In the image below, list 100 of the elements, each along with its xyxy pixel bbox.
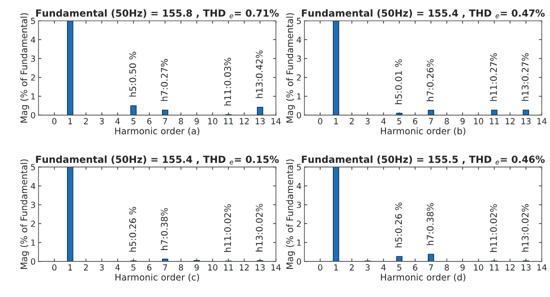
x-tick-label: 6 — [147, 264, 152, 271]
x-tick-label: 5 — [397, 118, 402, 124]
x-tick-label: 2 — [84, 264, 88, 270]
x-tick-label: 1 — [68, 118, 72, 124]
y-tick-label: 5 — [296, 164, 301, 170]
x-tick-label: 11 — [490, 118, 499, 124]
x-tick-label: 13 — [522, 118, 531, 124]
y-axis-title: Mag (% of Fundamental) — [20, 13, 30, 123]
annotation: h13:0.02% — [256, 204, 263, 252]
x-tick-label: 0 — [318, 118, 322, 124]
x-tick-label: 14 — [271, 264, 281, 270]
x-tick-label: 4 — [115, 264, 120, 270]
x-tick-label: 10 — [474, 118, 484, 124]
y-tick-label: 2 — [296, 74, 301, 81]
x-tick-label: 3 — [366, 264, 370, 271]
annotation: h5:0.26 % — [129, 206, 136, 252]
y-tick-label: 4 — [30, 182, 36, 190]
annotation: h5:0.50 % — [129, 52, 136, 97]
x-tick-label: 6 — [147, 118, 152, 124]
x-tick-label: 2 — [350, 264, 354, 270]
x-tick-label: 2 — [84, 118, 88, 124]
x-tick-label: 9 — [194, 118, 199, 124]
x-tick-label: 3 — [100, 118, 104, 124]
y-tick-label: 5 — [31, 18, 35, 24]
x-tick-label: 5 — [131, 118, 136, 124]
annotation: h5:0.26 % — [394, 202, 402, 248]
x-tick-label: 4 — [381, 264, 386, 270]
x-tick-label: 5 — [397, 264, 402, 271]
x-tick-label: 2 — [350, 118, 354, 124]
y-tick-label: 0 — [30, 258, 36, 265]
x-tick-label: 11 — [490, 264, 499, 270]
x-tick-label: 0 — [52, 118, 56, 124]
x-tick-label: 13 — [256, 264, 265, 271]
y-tick-label: 1 — [297, 93, 301, 100]
y-tick-label: 1 — [31, 240, 35, 246]
y-tick-label: 0 — [30, 112, 36, 118]
x-tick-label: 7 — [163, 118, 168, 124]
chart-title: Fundamental (50Hz) = 155.5 , THD $_{e}$= 0.46% — [302, 155, 545, 165]
y-tick-label: 1 — [31, 93, 35, 100]
x-tick-label: 14 — [271, 118, 281, 124]
annotation: h7:0.27% — [160, 59, 168, 101]
x-tick-label: 5 — [131, 264, 136, 271]
x-tick-label: 0 — [52, 264, 56, 271]
x-tick-label: 10 — [208, 264, 218, 271]
x-tick-label: 12 — [240, 118, 249, 124]
x-tick-label: 4 — [381, 118, 386, 124]
y-axis-title: Mag (% of Fundamental) — [286, 159, 295, 269]
x-axis-title: Harmonic order (c) — [115, 274, 200, 282]
x-tick-label: 13 — [522, 264, 531, 271]
x-tick-label: 9 — [460, 264, 465, 271]
annotation: h11:0.02% — [224, 204, 232, 252]
y-tick-label: 5 — [31, 164, 35, 170]
y-tick-label: 3 — [31, 56, 36, 62]
annotation: h7:0.38% — [426, 203, 434, 246]
annotation: h5:0.01 % — [394, 59, 402, 104]
x-tick-label: 9 — [194, 264, 199, 271]
y-tick-label: 4 — [296, 36, 302, 43]
x-tick-label: 6 — [413, 264, 418, 271]
x-tick-label: 10 — [208, 118, 218, 124]
x-axis-title: Harmonic order (d) — [380, 274, 466, 282]
annotation: h11:0.27% — [490, 53, 497, 101]
x-tick-label: 7 — [429, 264, 433, 270]
annotation: h11:0.03% — [224, 58, 232, 106]
x-tick-label: 8 — [178, 264, 184, 271]
x-tick-label: 13 — [256, 118, 265, 124]
y-tick-label: 2 — [296, 220, 301, 227]
y-axis-title: Mag (% of Fundamental) — [286, 13, 295, 123]
y-tick-label: 4 — [296, 182, 302, 190]
x-tick-label: 3 — [100, 264, 104, 271]
y-tick-label: 2 — [31, 74, 35, 81]
y-tick-label: 3 — [296, 202, 301, 208]
x-tick-label: 11 — [224, 118, 233, 124]
x-tick-label: 12 — [240, 264, 249, 270]
x-tick-label: 14 — [537, 118, 547, 124]
annotation: h13:0.02% — [522, 204, 529, 252]
annotation: h7:0.38% — [160, 208, 168, 250]
x-tick-label: 7 — [163, 264, 168, 270]
x-tick-label: 8 — [444, 118, 449, 124]
x-tick-label: 6 — [413, 118, 418, 124]
y-tick-label: 1 — [297, 240, 301, 246]
annotation: h11:0.02% — [490, 204, 497, 252]
y-tick-label: 4 — [30, 36, 36, 43]
y-tick-label: 3 — [31, 202, 36, 208]
chart-title: Fundamental (50Hz) = 155.4 , THD $_{e}$= 0.15% — [36, 155, 279, 165]
y-tick-label: 2 — [31, 220, 35, 227]
x-tick-label: 7 — [429, 118, 433, 124]
y-tick-label: 0 — [296, 112, 302, 118]
x-tick-label: 10 — [474, 264, 484, 271]
x-tick-label: 12 — [506, 264, 515, 270]
annotation: h13:0.27% — [522, 53, 529, 101]
x-tick-label: 3 — [366, 118, 370, 124]
x-tick-label: 1 — [334, 264, 338, 270]
x-tick-label: 1 — [334, 118, 338, 124]
x-tick-label: 11 — [224, 264, 233, 270]
chart-title: Fundamental (50Hz) = 155.8 , THD $_{e}$= 0.71% — [36, 9, 279, 18]
x-tick-label: 12 — [506, 118, 515, 124]
x-tick-label: 14 — [537, 264, 547, 270]
x-tick-label: 4 — [115, 118, 120, 124]
y-tick-label: 3 — [296, 56, 301, 62]
y-axis-title: Mag (% of Fundamental) — [20, 159, 30, 269]
